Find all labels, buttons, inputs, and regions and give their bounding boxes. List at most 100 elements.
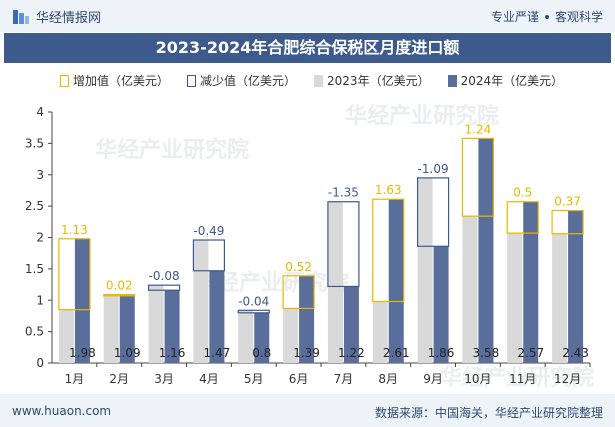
decrease-value-label: -0.49 [193,224,224,238]
increase-value-label: 0.02 [106,279,133,293]
brand: 华经情报网 [12,7,101,26]
bar-2024-value-label: 1.47 [204,346,231,360]
tagline-1: 专业严谨 [490,10,539,24]
bar-2024 [254,312,270,363]
increase-value-label: 0.52 [285,260,312,274]
bar-2023 [148,285,164,363]
increase-value-label: 0.37 [554,195,581,209]
x-tick-label: 2月 [109,372,129,386]
bar-2024-value-label: 1.16 [159,346,186,360]
bar-2023 [238,310,254,363]
increase-value-label: 1.63 [375,183,402,197]
bar-2024-value-label: 3.58 [473,346,500,360]
legend: 增加值（亿美元） 减少值（亿美元） 2023年（亿美元） 2024年（亿美元） [60,72,563,89]
bar-2023 [462,216,478,363]
bar-2023 [58,309,74,363]
separator-dot-icon [544,14,549,19]
bar-2023 [372,301,388,363]
bar-2024-value-label: 2.61 [383,346,410,360]
bar-2024 [343,286,359,363]
bar-2024-value-label: 2.43 [562,346,589,360]
increase-bracket [58,238,91,311]
bar-2023 [507,233,523,363]
legend-label-decrease: 减少值（亿美元） [200,74,297,88]
footer-url[interactable]: www.huaon.com [12,404,112,418]
increase-value-label: 0.5 [513,186,532,200]
bar-2024-value-label: 2.57 [517,346,544,360]
y-tick-label: 0.5 [25,325,44,339]
bar-2024-value-label: 1.39 [293,346,320,360]
bar-2023 [193,240,209,363]
bar-2023 [103,295,119,363]
y-tick-label: 0 [36,356,44,370]
legend-swatch-2023 [314,74,324,87]
decrease-bracket [327,201,360,288]
bar-2024 [478,138,494,363]
bar-2024 [119,294,135,363]
x-tick-label: 1月 [65,372,85,386]
decrease-value-label: -1.09 [418,162,449,176]
x-tick-label: 4月 [199,372,219,386]
bar-2024 [568,210,584,363]
x-tick-label: 10月 [464,372,491,386]
bar-2024 [74,238,90,363]
tagline: 专业严谨 客观科学 [491,8,603,25]
y-tick-label: 4 [36,105,44,119]
increase-bracket [461,137,495,217]
bar-2024 [433,246,449,363]
decrease-value-label: -0.08 [149,269,180,283]
decrease-bracket [237,309,270,314]
bar-2024-value-label: 0.8 [252,346,271,360]
increase-bracket [372,198,405,303]
bar-2023 [327,201,343,363]
decrease-value-label: -1.35 [328,186,359,200]
bar-2024 [523,201,539,363]
bar-2024-value-label: 1.98 [69,346,96,360]
chart-title: 2023-2024年合肥综合保税区月度进口额 [4,33,611,63]
x-tick-label: 7月 [334,372,354,386]
increase-value-label: 1.24 [465,122,492,136]
x-tick-label: 8月 [378,372,398,386]
bar-2023 [552,233,568,363]
decrease-bracket [147,284,181,291]
increase-bracket [506,201,539,234]
header-bar: 华经情报网 专业严谨 客观科学 [0,0,615,32]
legend-label-increase: 增加值（亿美元） [73,74,170,88]
bar-2024 [299,275,315,363]
legend-item-decrease: 减少值（亿美元） [187,72,296,89]
increase-bracket [282,275,315,310]
x-tick-label: 5月 [244,372,264,386]
legend-item-increase: 增加值（亿美元） [60,72,169,89]
y-tick-label: 1 [36,293,44,307]
bar-2024 [209,270,225,363]
legend-label-2023: 2023年（亿美元） [327,74,430,88]
decrease-value-label: -0.04 [238,294,269,308]
footer-bar: www.huaon.com 数据来源：中国海关，华经产业研究院整理 [0,394,615,427]
decrease-bracket [416,177,450,247]
increase-bracket [103,294,136,297]
bar-2024 [388,199,404,363]
legend-swatch-increase [60,74,69,87]
x-tick-label: 6月 [289,372,309,386]
legend-swatch-2024 [447,74,457,87]
bar-2024-value-label: 1.09 [114,346,141,360]
bar-2023 [283,308,299,363]
bar-2024-value-label: 1.86 [428,346,455,360]
legend-swatch-decrease [187,74,197,87]
footer-source: 数据来源：中国海关，华经产业研究院整理 [374,406,603,420]
tagline-2: 客观科学 [554,10,603,24]
legend-item-2024: 2024年（亿美元） [447,72,564,89]
y-tick-label: 2 [36,231,44,245]
x-tick-label: 12月 [554,372,581,386]
y-tick-label: 3 [36,168,44,182]
x-tick-label: 9月 [423,372,443,386]
y-tick-label: 1.5 [25,262,44,276]
y-tick-label: 2.5 [25,199,44,213]
legend-item-2023: 2023年（亿美元） [314,72,430,89]
brand-logo-icon [13,9,29,24]
x-tick-label: 3月 [154,372,174,386]
decrease-bracket [192,239,226,272]
legend-label-2024: 2024年（亿美元） [460,74,564,88]
